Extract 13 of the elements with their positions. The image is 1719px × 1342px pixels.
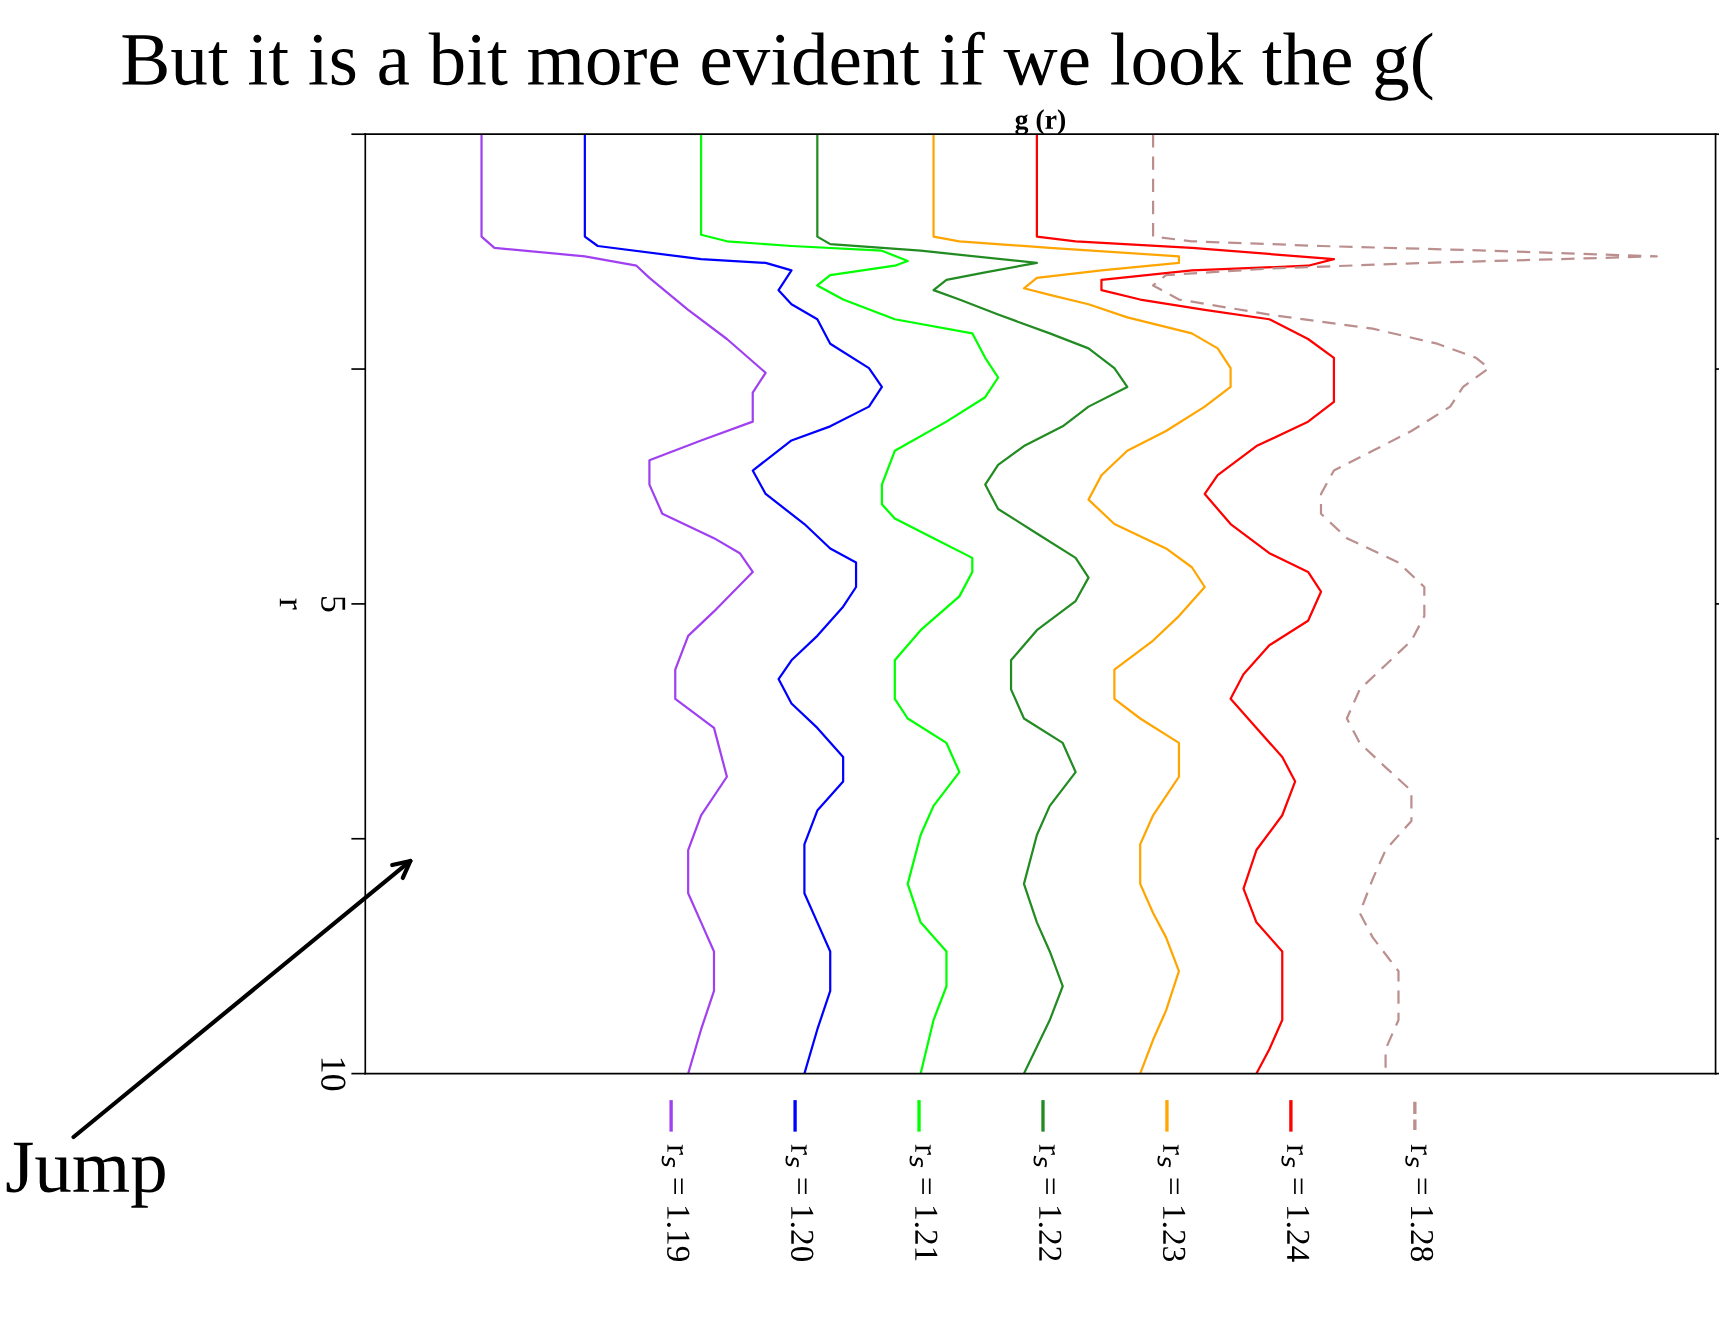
x-axis-title: g (r) [1015, 109, 1066, 135]
chart-title: But it is a bit more evident if we look the g( [122, 31, 1433, 101]
y-tick-label: 5 [321, 596, 346, 612]
legend-label: r$_{s}$ = 1.21 [909, 1144, 938, 1261]
text: Jump [6, 1142, 165, 1208]
legend-label: r$_{s}$ = 1.19 [661, 1144, 690, 1261]
y-tick-label: 10 [321, 1058, 346, 1091]
legend-label: r$_{s}$ = 1.28 [1405, 1144, 1434, 1262]
legend-label: r$_{s}$ = 1.20 [785, 1144, 814, 1262]
legend-label: r$_{s}$ = 1.22 [1033, 1144, 1062, 1261]
legend-label: r$_{s}$ = 1.24 [1281, 1144, 1310, 1262]
y-axis-title: r [279, 598, 297, 610]
legend-label: r$_{s}$ = 1.23 [1157, 1144, 1186, 1262]
